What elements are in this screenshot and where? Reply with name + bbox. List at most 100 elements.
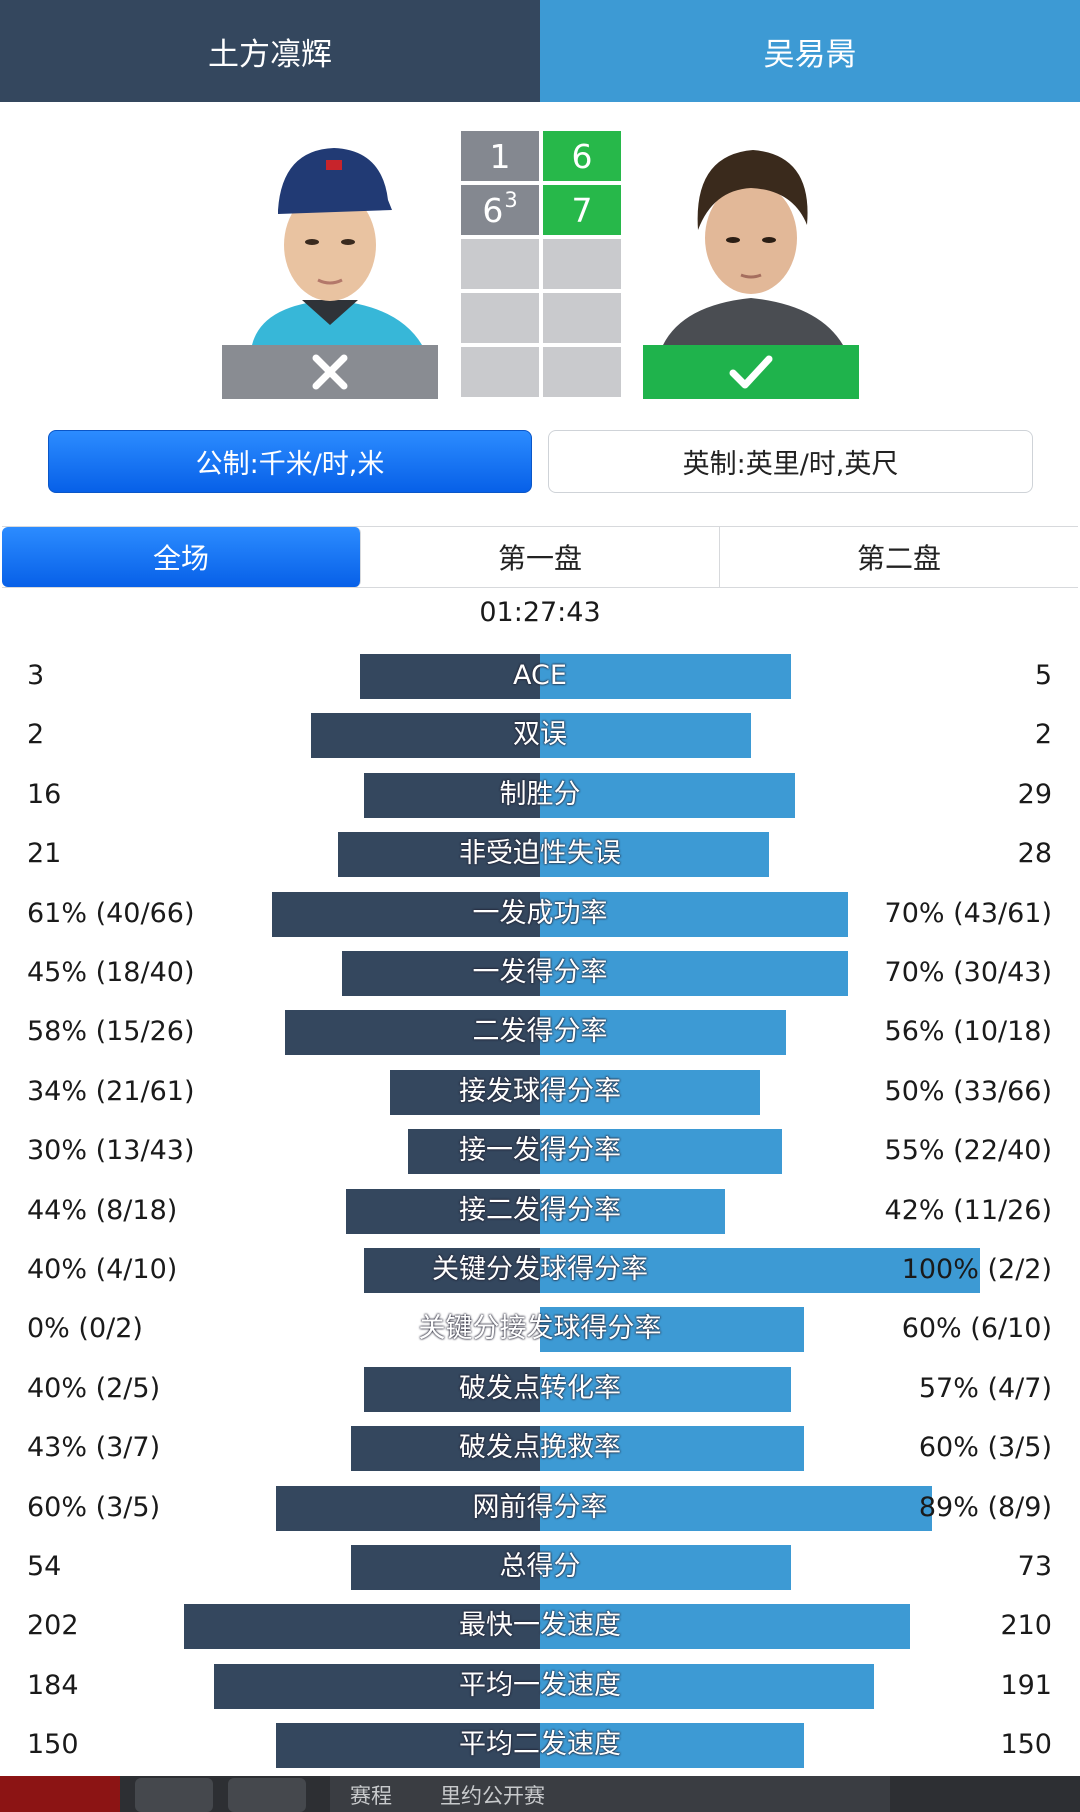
player1-stat-bar xyxy=(390,1069,540,1115)
stat-row: 45% (18/40) 70% (30/43) 一发得分率 xyxy=(0,943,1080,1002)
player1-stat-bar xyxy=(276,1485,540,1531)
player1-stat-value: 44% (8/18) xyxy=(27,1194,178,1226)
player1-stat-value: 184 xyxy=(27,1669,79,1701)
player1-stat-bar xyxy=(346,1188,540,1234)
player2-stat-value: 2 xyxy=(1034,719,1052,751)
stat-label: 接发球得分率 xyxy=(459,1075,621,1107)
tab-full-match[interactable]: 全场 xyxy=(2,527,361,587)
player2-stat-value: 191 xyxy=(1000,1669,1052,1701)
player1-stat-value: 43% (3/7) xyxy=(27,1432,161,1464)
player1-name[interactable]: 土方凛辉 xyxy=(0,0,540,102)
stat-label: 非受迫性失误 xyxy=(459,838,621,870)
stat-row: 202 210 最快一发速度 xyxy=(0,1596,1080,1655)
player2-stat-bar xyxy=(540,713,751,759)
player2-stat-bar xyxy=(540,1545,791,1590)
stat-row: 60% (3/5) 89% (8/9) 网前得分率 xyxy=(0,1478,1080,1537)
stat-row: 58% (15/26) 56% (10/18) 二发得分率 xyxy=(0,1002,1080,1061)
player1-stat-bar xyxy=(338,832,540,878)
player1-stat-value: 150 xyxy=(27,1729,79,1761)
player2-stat-bar xyxy=(540,1010,786,1056)
player1-stat-value: 60% (3/5) xyxy=(27,1491,161,1523)
player2-name[interactable]: 吴易昺 xyxy=(540,0,1080,102)
player1-stat-bar xyxy=(272,891,540,937)
player1-stat-bar xyxy=(364,1248,540,1293)
stat-row: 16 29 制胜分 xyxy=(0,765,1080,824)
player1-stat-value: 34% (21/61) xyxy=(27,1075,195,1107)
player1-set1-score: 1 xyxy=(461,131,539,181)
player1-stat-bar xyxy=(285,1010,540,1056)
player1-stat-bar xyxy=(408,1129,540,1175)
match-duration: 01:27:43 xyxy=(479,597,601,628)
tab-set-1[interactable]: 第一盘 xyxy=(361,527,720,587)
player2-stat-value: 70% (43/61) xyxy=(884,897,1052,929)
player2-stat-bar xyxy=(540,951,848,996)
player2-stat-value: 56% (10/18) xyxy=(884,1016,1052,1048)
tab-set-2[interactable]: 第二盘 xyxy=(856,542,941,575)
nav-chip[interactable] xyxy=(228,1778,306,1812)
player2-stat-bar xyxy=(540,1069,760,1115)
stat-row: 30% (13/43) 55% (22/40) 接一发得分率 xyxy=(0,1121,1080,1180)
empty-set-cell xyxy=(461,347,539,397)
stat-label: 接二发得分率 xyxy=(459,1194,621,1226)
match-header: 土方凛辉 吴易昺 xyxy=(0,0,1080,102)
stat-row: 3 5 ACE xyxy=(0,646,1080,705)
stat-row: 43% (3/7) 60% (3/5) 破发点挽救率 xyxy=(0,1418,1080,1477)
stat-label: 总得分 xyxy=(499,1551,581,1582)
stat-label: 二发得分率 xyxy=(472,1016,608,1048)
player2-stat-bar xyxy=(540,1663,874,1709)
player2-win-indicator xyxy=(643,345,859,399)
set-tabs: 全场 第一盘 第二盘 xyxy=(2,526,1078,588)
player1-stat-value: 40% (4/10) xyxy=(27,1254,178,1285)
player2-stat-bar xyxy=(540,1307,804,1353)
stat-label: 关键分接发球得分率 xyxy=(418,1313,662,1345)
player1-stat-value: 40% (2/5) xyxy=(27,1372,161,1404)
player1-stat-bar xyxy=(276,1723,540,1769)
player1-stat-bar xyxy=(364,772,540,818)
stat-label: 网前得分率 xyxy=(472,1491,608,1523)
stat-label: 平均二发速度 xyxy=(459,1729,621,1761)
tournament-label: 里约公开赛 xyxy=(440,1784,545,1808)
stat-row: 184 191 平均一发速度 xyxy=(0,1656,1080,1715)
player2-stat-value: 29 xyxy=(1017,778,1052,810)
player1-stat-value: 16 xyxy=(27,778,62,810)
nav-chip[interactable] xyxy=(135,1778,213,1812)
player2-stat-value: 5 xyxy=(1034,660,1052,691)
player2-stat-value: 42% (11/26) xyxy=(884,1194,1052,1226)
stat-label: 接一发得分率 xyxy=(459,1135,621,1167)
player2-stat-bar xyxy=(540,891,848,937)
stat-label: 一发得分率 xyxy=(472,957,608,988)
player1-stat-value: 0% (0/2) xyxy=(27,1313,143,1345)
empty-set-cell xyxy=(543,293,621,343)
player1-stat-value: 54 xyxy=(27,1551,62,1582)
player2-stat-value: 28 xyxy=(1017,838,1052,870)
player2-stat-bar xyxy=(540,1129,782,1175)
player2-set1-score: 6 xyxy=(543,131,621,181)
player2-stat-value: 210 xyxy=(1000,1610,1052,1642)
player2-stat-value: 100% (2/2) xyxy=(901,1254,1052,1285)
imperial-units-button[interactable]: 英制:英里/时,英尺 xyxy=(548,430,1033,493)
player1-stat-value: 202 xyxy=(27,1610,79,1642)
metric-units-button[interactable]: 公制:千米/时,米 xyxy=(48,430,532,493)
stat-row: 54 73 总得分 xyxy=(0,1537,1080,1596)
player1-stat-bar xyxy=(311,713,540,759)
player1-stat-bar xyxy=(360,654,540,699)
tiebreak-score: 3 xyxy=(504,188,518,212)
player2-stat-bar xyxy=(540,772,795,818)
nav-panel xyxy=(330,1776,890,1812)
player1-stat-value: 30% (13/43) xyxy=(27,1135,195,1167)
stat-label: 制胜分 xyxy=(499,778,581,810)
player2-stat-bar xyxy=(540,1485,932,1531)
player2-stat-bar xyxy=(540,1248,980,1293)
app-logo xyxy=(0,1776,120,1812)
stat-row: 150 150 平均二发速度 xyxy=(0,1715,1080,1774)
stat-label: ACE xyxy=(513,660,567,691)
stat-label: 关键分发球得分率 xyxy=(432,1254,648,1285)
stat-label: 最快一发速度 xyxy=(459,1610,621,1642)
stat-label: 双误 xyxy=(513,719,567,751)
stat-label: 破发点转化率 xyxy=(459,1372,621,1404)
stat-row: 40% (4/10) 100% (2/2) 关键分发球得分率 xyxy=(0,1240,1080,1299)
player1-stat-bar xyxy=(184,1604,540,1650)
stat-row: 34% (21/61) 50% (33/66) 接发球得分率 xyxy=(0,1062,1080,1121)
schedule-link[interactable]: 赛程 xyxy=(350,1784,392,1808)
stat-row: 21 28 非受迫性失误 xyxy=(0,824,1080,883)
